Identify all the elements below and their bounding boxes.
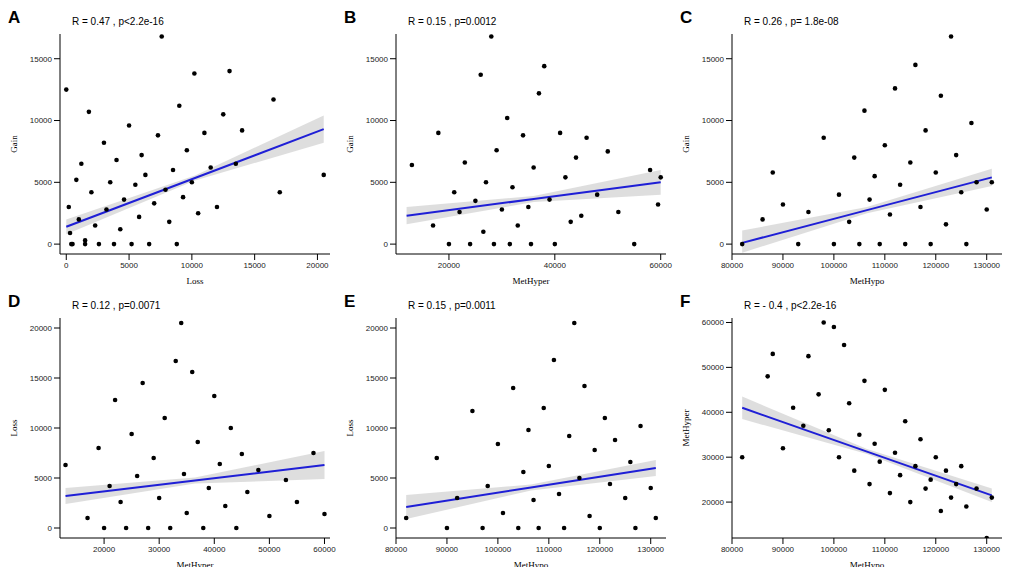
svg-text:130000: 130000 [973, 261, 1000, 270]
svg-text:20000: 20000 [306, 261, 329, 270]
html-text:R = - 0.4 , p<2.2e-16: R = - 0.4 , p<2.2e-16 [744, 300, 837, 311]
html-text:R = 0.12 , p=0.0071: R = 0.12 , p=0.0071 [72, 300, 161, 311]
svg-text:90000: 90000 [772, 261, 795, 270]
svg-text:15000: 15000 [366, 55, 389, 64]
html-text:R = 0.15 , p=0.0011: R = 0.15 , p=0.0011 [408, 300, 496, 311]
svg-text:100000: 100000 [821, 545, 848, 554]
svg-text:20000: 20000 [702, 498, 725, 507]
svg-text:MetHyper: MetHyper [681, 410, 691, 447]
svg-text:120000: 120000 [922, 261, 949, 270]
svg-text:60000: 60000 [313, 545, 336, 554]
svg-text:0: 0 [64, 261, 69, 270]
svg-text:90000: 90000 [436, 545, 459, 554]
svg-text:60000: 60000 [702, 318, 725, 327]
svg-text:40000: 40000 [544, 261, 567, 270]
svg-text:MetHyper: MetHyper [177, 560, 214, 567]
svg-text:40000: 40000 [702, 408, 725, 417]
svg-text:Gain: Gain [9, 135, 19, 153]
svg-text:0: 0 [720, 240, 725, 249]
html-text:R = 0.26 , p= 1.8e-08: R = 0.26 , p= 1.8e-08 [744, 16, 839, 27]
svg-text:15000: 15000 [30, 374, 53, 383]
svg-text:15000: 15000 [366, 374, 389, 383]
svg-text:5000: 5000 [370, 474, 388, 483]
svg-text:20000: 20000 [30, 324, 53, 333]
svg-text:30000: 30000 [702, 453, 725, 462]
svg-text:130000: 130000 [973, 545, 1000, 554]
html-text:B: B [344, 8, 357, 27]
svg-text:50000: 50000 [258, 545, 281, 554]
html-text:R = 0.15 , p=0.0012: R = 0.15 , p=0.0012 [408, 16, 497, 27]
svg-text:0: 0 [48, 240, 53, 249]
html-text:F: F [680, 292, 691, 311]
svg-text:MetHypo: MetHypo [850, 560, 885, 567]
svg-text:80000: 80000 [721, 261, 744, 270]
svg-text:10000: 10000 [366, 116, 389, 125]
svg-text:110000: 110000 [872, 545, 899, 554]
svg-text:20000: 20000 [366, 324, 389, 333]
svg-text:Gain: Gain [681, 135, 691, 153]
svg-text:10000: 10000 [30, 424, 53, 433]
svg-text:15000: 15000 [30, 55, 53, 64]
svg-text:15000: 15000 [702, 55, 725, 64]
html-text:A: A [8, 8, 21, 27]
svg-text:MetHyper: MetHyper [513, 276, 550, 286]
html-text:D: D [8, 292, 21, 311]
svg-text:0: 0 [384, 524, 389, 533]
svg-text:15000: 15000 [244, 261, 267, 270]
svg-text:40000: 40000 [203, 545, 226, 554]
svg-text:10000: 10000 [30, 116, 53, 125]
svg-text:110000: 110000 [872, 261, 899, 270]
svg-text:20000: 20000 [438, 261, 461, 270]
svg-text:Loss: Loss [9, 419, 19, 437]
svg-text:20000: 20000 [93, 545, 116, 554]
svg-text:Loss: Loss [186, 276, 204, 286]
svg-text:10000: 10000 [366, 424, 389, 433]
html-text:E: E [344, 292, 356, 311]
svg-text:110000: 110000 [536, 545, 563, 554]
svg-text:50000: 50000 [702, 363, 725, 372]
svg-text:60000: 60000 [650, 261, 673, 270]
svg-text:5000: 5000 [120, 261, 138, 270]
svg-text:100000: 100000 [485, 545, 512, 554]
svg-text:MetHypo: MetHypo [850, 276, 885, 286]
svg-text:Loss: Loss [345, 419, 355, 437]
svg-text:0: 0 [384, 240, 389, 249]
svg-text:120000: 120000 [586, 545, 613, 554]
svg-text:120000: 120000 [922, 545, 949, 554]
svg-text:10000: 10000 [181, 261, 204, 270]
svg-text:10000: 10000 [702, 116, 725, 125]
svg-text:80000: 80000 [385, 545, 408, 554]
svg-text:5000: 5000 [34, 178, 52, 187]
svg-text:5000: 5000 [34, 474, 52, 483]
svg-text:0: 0 [48, 524, 53, 533]
svg-text:5000: 5000 [706, 178, 724, 187]
svg-text:MetHypo: MetHypo [514, 560, 549, 567]
svg-text:Gain: Gain [345, 135, 355, 153]
html-text:R = 0.47 , p<2.2e-16: R = 0.47 , p<2.2e-16 [72, 16, 164, 27]
svg-text:5000: 5000 [370, 178, 388, 187]
svg-text:130000: 130000 [637, 545, 664, 554]
svg-text:80000: 80000 [721, 545, 744, 554]
svg-text:90000: 90000 [772, 545, 795, 554]
svg-text:100000: 100000 [821, 261, 848, 270]
html-text:C: C [680, 8, 693, 27]
svg-text:30000: 30000 [148, 545, 171, 554]
